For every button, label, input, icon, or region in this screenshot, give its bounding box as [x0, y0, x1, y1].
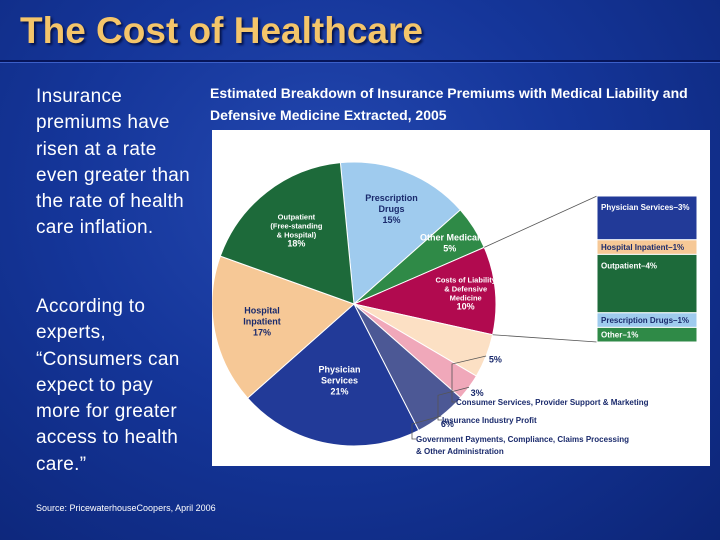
breakdown-segment — [596, 326, 698, 343]
breakdown-label: Prescription Drugs–1% — [601, 316, 689, 325]
body-paragraph-premiums: Insurance premiums have risen at a rate … — [36, 86, 191, 239]
body-paragraph-quote: According to experts, “Consumers can exp… — [36, 296, 180, 475]
slice-label: Costs of Liability — [435, 276, 496, 285]
connector-line — [484, 195, 598, 248]
slice-label: & Defensive — [444, 285, 487, 294]
slice-label: (Free-standing — [270, 222, 323, 231]
breakdown-label: Outpatient–4% — [601, 261, 657, 270]
slice-value-label: 10% — [457, 302, 475, 312]
slice-label: Inpatient — [243, 317, 281, 327]
chart-title: Estimated Breakdown of Insurance Premium… — [210, 85, 688, 123]
slice-label: Medicine — [450, 294, 482, 303]
slice-value-label: 6% — [441, 419, 454, 429]
slide-title: The Cost of Healthcare — [20, 10, 423, 51]
slice-value-label: 18% — [287, 239, 305, 249]
annotation-label: Consumer Services, Provider Support & Ma… — [456, 398, 649, 407]
slice-value-label: 5% — [489, 355, 502, 365]
slice-label: Drugs — [378, 204, 404, 214]
slice-value-label: 17% — [253, 328, 271, 338]
slice-label: Prescription — [365, 193, 418, 203]
leader-line — [411, 415, 442, 440]
annotation-label: & Other Administration — [416, 447, 504, 456]
title-divider — [0, 60, 720, 63]
breakdown-label: Physician Services–3% — [601, 203, 690, 212]
annotation-label: Government Payments, Compliance, Claims … — [416, 435, 629, 444]
breakdown-label: Hospital Inpatient–1% — [601, 243, 684, 252]
slice-label: Hospital — [244, 306, 280, 316]
slice-label: Services — [321, 376, 358, 386]
leader-line — [437, 386, 470, 421]
slice-value-label: 15% — [382, 215, 400, 225]
pie-slice — [352, 246, 497, 336]
pie-slice — [246, 303, 420, 447]
slice-value-label: 3% — [471, 388, 484, 398]
slice-label: Outpatient — [278, 213, 316, 222]
slice-label: Physician — [318, 365, 360, 375]
slice-label: & Hospital) — [277, 231, 317, 240]
pie-slice — [219, 162, 355, 305]
breakdown-label: Other–1% — [601, 331, 638, 340]
chart-panel: Prescription Drugs 15% Other Medical 5% Costs… — [211, 130, 710, 466]
leader-line — [451, 355, 487, 403]
breakdown-segment — [596, 195, 698, 241]
pie-slice — [339, 161, 462, 306]
slice-label: Other Medical — [420, 232, 480, 242]
source-citation: Source: PricewaterhouseCoopers, April 20… — [36, 503, 216, 513]
slice-value-label: 5% — [443, 243, 456, 253]
breakdown-segment — [596, 253, 698, 314]
connector-line — [492, 334, 598, 343]
slice-value-label: 21% — [330, 387, 348, 397]
annotation-label: Insurance Industry Profit — [442, 416, 537, 425]
